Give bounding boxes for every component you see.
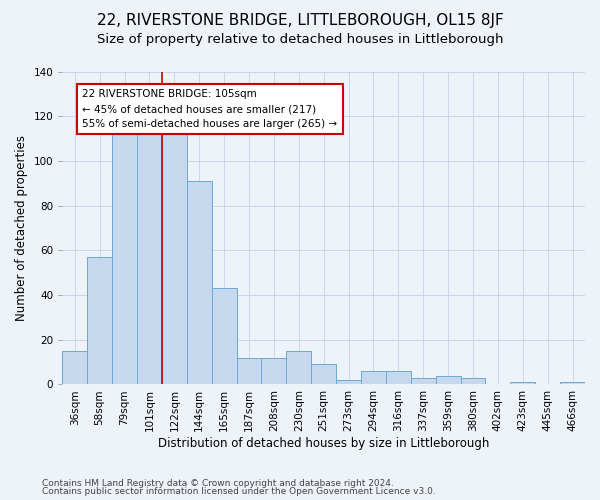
Bar bbox=[336, 380, 361, 384]
X-axis label: Distribution of detached houses by size in Littleborough: Distribution of detached houses by size … bbox=[158, 437, 490, 450]
Text: Size of property relative to detached houses in Littleborough: Size of property relative to detached ho… bbox=[97, 32, 503, 46]
Bar bbox=[162, 120, 187, 384]
Bar bbox=[286, 351, 311, 384]
Bar bbox=[511, 382, 535, 384]
Bar bbox=[212, 288, 236, 384]
Bar bbox=[87, 257, 112, 384]
Bar bbox=[311, 364, 336, 384]
Y-axis label: Number of detached properties: Number of detached properties bbox=[15, 135, 28, 321]
Text: 22 RIVERSTONE BRIDGE: 105sqm
← 45% of detached houses are smaller (217)
55% of s: 22 RIVERSTONE BRIDGE: 105sqm ← 45% of de… bbox=[82, 90, 337, 129]
Bar bbox=[137, 123, 162, 384]
Bar bbox=[361, 371, 386, 384]
Bar bbox=[262, 358, 286, 384]
Bar bbox=[461, 378, 485, 384]
Bar bbox=[436, 376, 461, 384]
Bar bbox=[187, 181, 212, 384]
Bar bbox=[112, 128, 137, 384]
Text: Contains HM Land Registry data © Crown copyright and database right 2024.: Contains HM Land Registry data © Crown c… bbox=[42, 478, 394, 488]
Bar bbox=[236, 358, 262, 384]
Bar bbox=[62, 351, 87, 384]
Text: 22, RIVERSTONE BRIDGE, LITTLEBOROUGH, OL15 8JF: 22, RIVERSTONE BRIDGE, LITTLEBOROUGH, OL… bbox=[97, 12, 503, 28]
Bar bbox=[411, 378, 436, 384]
Bar bbox=[386, 371, 411, 384]
Text: Contains public sector information licensed under the Open Government Licence v3: Contains public sector information licen… bbox=[42, 487, 436, 496]
Bar bbox=[560, 382, 585, 384]
